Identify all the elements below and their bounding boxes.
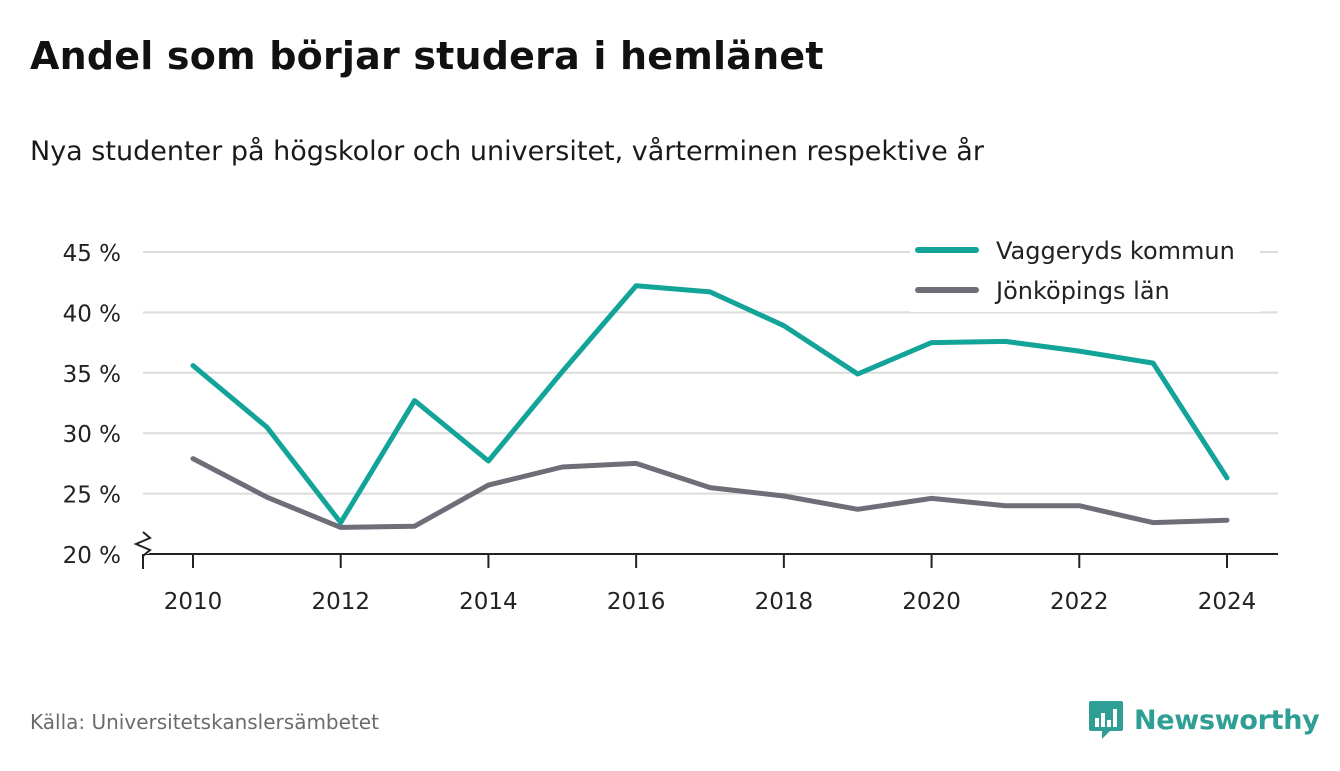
brand-name: Newsworthy (1134, 704, 1320, 736)
legend-label: Jönköpings län (994, 277, 1170, 305)
legend-background (910, 228, 1260, 312)
y-tick-label: 30 % (63, 422, 121, 448)
x-tick-label: 2024 (1198, 589, 1257, 615)
x-tick-label: 2022 (1050, 589, 1109, 615)
legend-label: Vaggeryds kommun (996, 237, 1235, 265)
y-tick-label: 35 % (63, 362, 121, 388)
brand-logo[interactable]: Newsworthy (1088, 698, 1320, 742)
x-tick-label: 2016 (607, 589, 666, 615)
y-tick-label: 25 % (63, 483, 121, 509)
axis-break-icon (133, 531, 152, 557)
x-tick-label: 2010 (164, 589, 223, 615)
x-tick-label: 2014 (459, 589, 518, 615)
newsworthy-logo-icon (1089, 701, 1123, 739)
chart-subtitle: Nya studenter på högskolor och universit… (30, 136, 984, 167)
x-tick-label: 2020 (902, 589, 961, 615)
y-tick-label: 45 % (63, 241, 121, 267)
x-tick-label: 2012 (311, 589, 370, 615)
chart-title: Andel som börjar studera i hemlänet (30, 34, 824, 78)
series-line-jonkoping (190, 456, 1230, 530)
series-line-vaggeryd (190, 283, 1230, 526)
y-tick-label: 20 % (63, 543, 121, 569)
source-note: Källa: Universitetskanslersämbetet (30, 710, 379, 734)
y-tick-label: 40 % (63, 301, 121, 327)
x-tick-label: 2018 (755, 589, 814, 615)
